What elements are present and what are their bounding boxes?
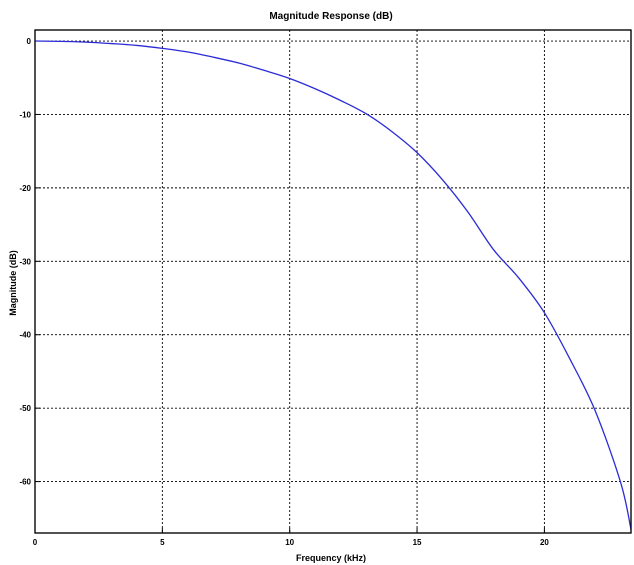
y-tick-label: -50 xyxy=(19,404,31,413)
y-tick-label: 0 xyxy=(27,37,32,46)
y-tick-label: -30 xyxy=(19,257,31,266)
x-axis-label: Frequency (kHz) xyxy=(296,553,366,563)
x-tick-label: 20 xyxy=(540,538,549,547)
y-tick-label: -40 xyxy=(19,331,31,340)
x-tick-label: 0 xyxy=(33,538,38,547)
gridlines xyxy=(35,30,631,533)
plot-border xyxy=(34,29,632,534)
x-tick-label: 10 xyxy=(285,538,294,547)
series-layer xyxy=(34,40,632,530)
plot-area xyxy=(34,29,632,534)
y-tick-label: -10 xyxy=(19,110,31,119)
magnitude-series-line xyxy=(34,40,632,530)
y-tick-label: -60 xyxy=(19,478,31,487)
x-tick-label: 5 xyxy=(160,538,165,547)
y-axis-label: Magnitude (dB) xyxy=(8,250,18,316)
x-tick-label: 15 xyxy=(413,538,422,547)
chart-title: Magnitude Response (dB) xyxy=(269,11,392,22)
y-tick-label: -20 xyxy=(19,184,31,193)
